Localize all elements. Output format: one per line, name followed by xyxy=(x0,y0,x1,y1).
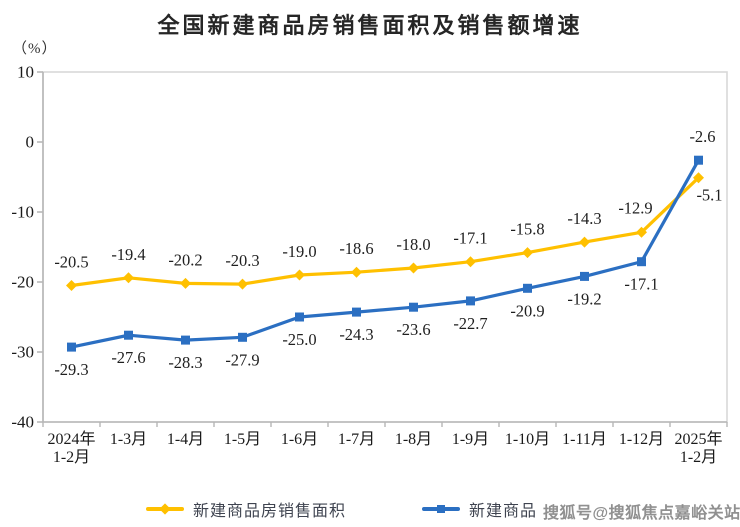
data-point-marker xyxy=(295,312,304,322)
data-label: -19.0 xyxy=(282,242,316,261)
data-label: -15.8 xyxy=(510,220,544,239)
data-label: -20.9 xyxy=(510,301,544,320)
data-point-marker xyxy=(580,271,589,281)
data-point-marker xyxy=(123,272,134,284)
square-marker-icon xyxy=(437,504,445,513)
legend-label-sales-area: 新建商品房销售面积 xyxy=(193,503,347,520)
blue-line-square-icon xyxy=(422,504,460,513)
x-axis-label: 1-8月 xyxy=(395,431,432,448)
x-axis-label: 1-7月 xyxy=(338,431,375,448)
data-point-marker xyxy=(181,335,190,345)
yellow-line-diamond-icon xyxy=(146,503,184,515)
x-axis-label: 1-9月 xyxy=(452,431,489,448)
diamond-marker-icon xyxy=(159,503,171,515)
y-tick-label: -40 xyxy=(11,413,34,432)
data-label: -14.3 xyxy=(567,209,601,228)
data-label: -18.6 xyxy=(339,239,373,258)
data-label: -19.2 xyxy=(567,289,601,308)
data-label: -17.1 xyxy=(453,229,487,248)
x-axis-label: 1-2月 xyxy=(680,449,717,466)
legend-label-sales-amount: 新建商品 xyxy=(469,503,538,520)
data-label: -29.3 xyxy=(54,360,88,379)
x-axis-label: 1-12月 xyxy=(619,431,664,448)
data-point-marker xyxy=(180,277,191,289)
y-tick-label: -10 xyxy=(11,203,34,222)
data-point-marker xyxy=(637,257,646,267)
x-axis-label: 1-10月 xyxy=(505,431,550,448)
x-axis-label: 1-4月 xyxy=(167,431,204,448)
data-label: -24.3 xyxy=(339,325,373,344)
data-point-marker xyxy=(523,283,532,293)
data-point-marker xyxy=(465,256,476,268)
data-point-marker xyxy=(694,155,703,165)
x-axis-label: 2024年 xyxy=(47,430,95,448)
data-point-marker xyxy=(522,247,533,259)
data-point-marker xyxy=(352,307,361,317)
data-label: -25.0 xyxy=(282,330,316,349)
legend: 新建商品房销售面积 新建商品 xyxy=(0,497,740,523)
data-point-marker xyxy=(579,236,590,248)
data-label: -27.9 xyxy=(225,350,259,369)
x-axis-label: 1-6月 xyxy=(281,431,318,448)
data-point-marker xyxy=(636,226,647,238)
data-point-marker xyxy=(67,342,76,352)
x-axis-label: 2025年 xyxy=(674,430,722,448)
data-label: -20.3 xyxy=(225,251,259,270)
data-label: -5.1 xyxy=(696,186,722,205)
x-axis-label: 1-2月 xyxy=(53,449,90,466)
x-axis-label: 1-3月 xyxy=(110,431,147,448)
data-label: -28.3 xyxy=(168,353,202,372)
data-point-marker xyxy=(693,172,704,184)
data-point-marker xyxy=(66,280,77,291)
data-label: -17.1 xyxy=(624,275,658,294)
data-label: -19.4 xyxy=(111,245,145,264)
y-tick-label: 0 xyxy=(26,133,35,152)
x-axis-label: 1-5月 xyxy=(224,431,261,448)
data-label: -12.9 xyxy=(618,198,652,217)
data-point-marker xyxy=(238,332,247,342)
data-point-marker xyxy=(409,302,418,312)
data-point-marker xyxy=(294,269,305,281)
y-tick-label: -30 xyxy=(11,343,34,362)
series-line xyxy=(69,176,701,288)
chart-title: 全国新建商品房销售面积及销售额增速 xyxy=(157,13,583,38)
data-point-marker xyxy=(237,278,248,290)
data-point-marker xyxy=(124,330,133,340)
y-tick-label: -20 xyxy=(11,273,34,292)
y-axis-unit-label: （%） xyxy=(12,41,58,57)
data-label: -22.7 xyxy=(453,314,487,333)
data-point-marker xyxy=(466,296,475,306)
data-label: -20.5 xyxy=(54,253,88,272)
series-line xyxy=(69,158,701,349)
data-point-marker xyxy=(351,266,362,278)
data-label: -23.6 xyxy=(396,320,430,339)
x-axis-label: 1-11月 xyxy=(562,431,607,448)
data-label: -27.6 xyxy=(111,348,145,367)
data-point-marker xyxy=(408,262,419,274)
data-label: -18.0 xyxy=(396,235,430,254)
legend-item-sales-amount: 新建商品 xyxy=(422,497,537,521)
legend-item-sales-area: 新建商品房销售面积 xyxy=(146,497,346,521)
watermark: 搜狐号@搜狐焦点嘉峪关站 xyxy=(543,505,740,522)
y-tick-label: 10 xyxy=(17,63,34,82)
data-label: -20.2 xyxy=(168,250,202,269)
data-label: -2.6 xyxy=(689,127,715,146)
